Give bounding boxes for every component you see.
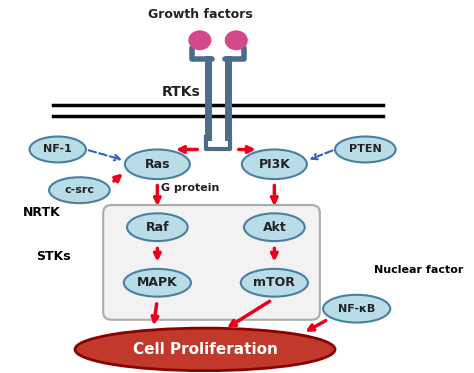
Text: Cell Proliferation: Cell Proliferation (133, 342, 277, 357)
Text: PTEN: PTEN (349, 144, 382, 154)
Text: STKs: STKs (36, 250, 71, 263)
FancyBboxPatch shape (103, 205, 320, 320)
Text: mTOR: mTOR (254, 276, 295, 289)
Text: MAPK: MAPK (137, 276, 178, 289)
Ellipse shape (244, 213, 305, 241)
Ellipse shape (323, 295, 390, 323)
Text: Akt: Akt (263, 221, 286, 234)
Text: RTKs: RTKs (162, 85, 201, 99)
Ellipse shape (242, 150, 307, 179)
Text: NRTK: NRTK (23, 206, 61, 219)
Circle shape (189, 31, 210, 50)
Text: Nuclear factor: Nuclear factor (374, 265, 464, 275)
Text: Raf: Raf (146, 221, 169, 234)
Text: Ras: Ras (145, 158, 170, 171)
Ellipse shape (125, 150, 190, 179)
Circle shape (226, 31, 247, 50)
Ellipse shape (49, 177, 109, 203)
Text: NF-κB: NF-κB (338, 304, 375, 314)
Ellipse shape (335, 137, 396, 162)
Ellipse shape (29, 137, 86, 162)
Ellipse shape (124, 269, 191, 297)
Ellipse shape (75, 328, 335, 371)
Text: c-src: c-src (64, 185, 94, 195)
Ellipse shape (241, 269, 308, 297)
Text: NF-1: NF-1 (43, 144, 72, 154)
Text: PI3K: PI3K (258, 158, 290, 171)
Text: Growth factors: Growth factors (148, 8, 253, 21)
Ellipse shape (127, 213, 188, 241)
Text: G protein: G protein (161, 184, 219, 193)
